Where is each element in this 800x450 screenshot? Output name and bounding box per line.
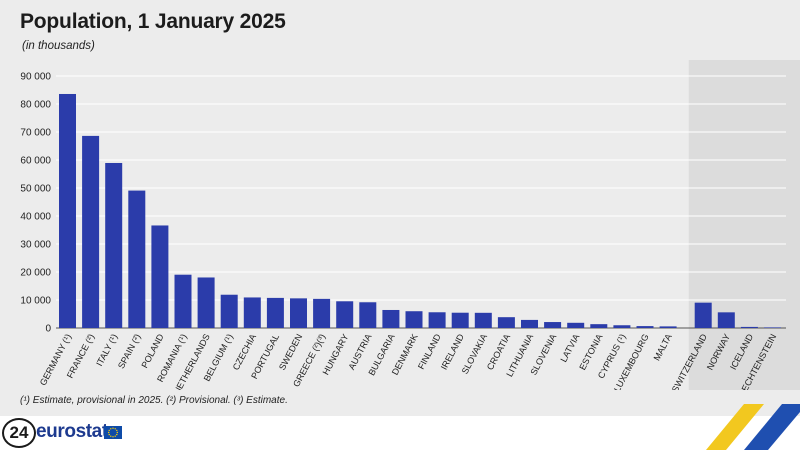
badge-24: 24	[2, 418, 36, 448]
x-tick-label: LATVIA	[558, 332, 581, 364]
y-tick-label: 60 000	[20, 156, 51, 167]
bar	[613, 325, 631, 328]
bar	[497, 317, 515, 328]
eurostat-wordmark: eurostat	[36, 421, 108, 442]
bar	[567, 322, 585, 328]
footnote: (¹) Estimate, provisional in 2025. (²) P…	[20, 395, 288, 406]
bar	[220, 294, 238, 328]
bars	[59, 93, 781, 328]
bar	[590, 324, 608, 328]
footer	[0, 416, 800, 450]
x-tick-label: MALTA	[652, 332, 674, 362]
bar	[174, 274, 192, 328]
bar	[451, 312, 469, 328]
decorative-stripes	[706, 404, 800, 450]
non-eu-shaded-region	[688, 60, 800, 390]
bar	[405, 311, 423, 328]
bar	[636, 326, 654, 328]
bar	[105, 162, 123, 328]
bar	[474, 312, 492, 328]
x-tick-label: POLAND	[139, 332, 165, 370]
population-bar-chart: 0 10 000 20 000 30 000 40 000 50 000 60 000 70 …	[20, 60, 800, 390]
bar	[740, 326, 758, 328]
gridlines	[56, 75, 786, 301]
bar	[717, 312, 735, 328]
y-axis-tick-labels: 0 10 000 20 000 30 000 40 000 50 000 60 000 70 …	[20, 72, 51, 335]
x-tick-label: ITALY (¹)	[94, 332, 119, 368]
chart-title: Population, 1 January 2025	[20, 10, 286, 33]
y-tick-label: 70 000	[20, 128, 51, 139]
bar	[428, 312, 446, 328]
y-tick-label: 10 000	[20, 296, 51, 307]
bar	[151, 225, 169, 328]
bar	[197, 277, 215, 328]
bar	[764, 327, 781, 328]
y-tick-label: 80 000	[20, 100, 51, 111]
eu-flag-icon	[104, 426, 122, 439]
bar	[313, 298, 331, 328]
bar	[359, 302, 377, 328]
bar	[544, 322, 562, 328]
bar	[266, 297, 284, 328]
y-tick-label: 90 000	[20, 72, 51, 83]
bar	[336, 301, 354, 328]
bar	[290, 298, 307, 328]
y-tick-label: 50 000	[20, 184, 51, 195]
chart-subtitle: (in thousands)	[22, 40, 95, 52]
x-tick-label: GERMANY (¹)	[38, 332, 74, 387]
bar	[243, 297, 261, 328]
bar	[521, 319, 538, 328]
y-tick-label: 0	[45, 324, 51, 335]
bar	[82, 135, 100, 328]
y-tick-label: 40 000	[20, 212, 51, 223]
bar	[128, 190, 146, 328]
y-tick-label: 30 000	[20, 240, 51, 251]
y-tick-label: 20 000	[20, 268, 51, 279]
bar	[659, 326, 677, 328]
bar	[694, 302, 712, 328]
bar	[59, 93, 76, 328]
bar	[382, 309, 400, 328]
